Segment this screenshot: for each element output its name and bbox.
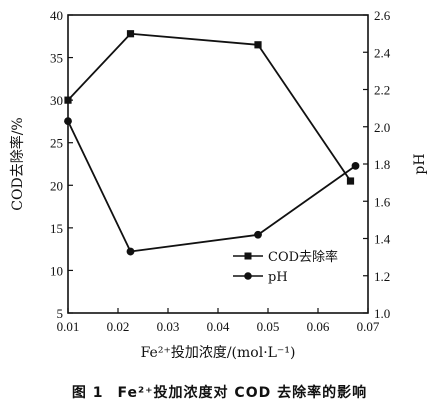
y-left-tick-label: 20 (50, 178, 63, 193)
data-point-square (254, 41, 262, 49)
y-axis-left: 5 10 15 20 25 30 35 40 (50, 8, 73, 321)
y-right-tick-label: 1.8 (374, 157, 390, 172)
y-left-tick-label: 40 (50, 8, 63, 23)
legend-label-ph: pH (268, 270, 288, 285)
x-tick-label: 0.01 (57, 319, 80, 334)
legend-marker-square (244, 252, 252, 260)
x-axis: 0.01 0.02 0.03 0.04 0.05 0.06 0.07 (57, 308, 380, 334)
y-left-tick-label: 30 (50, 93, 63, 108)
data-point-circle (126, 247, 135, 256)
y-axis-right-title: pH (412, 153, 428, 174)
y-left-tick-label: 25 (50, 136, 63, 151)
legend-marker-circle (244, 272, 252, 280)
x-axis-title: Fe²⁺投加浓度/(mol·L⁻¹) (141, 345, 296, 361)
data-point-circle (254, 230, 262, 239)
data-point-circle (64, 117, 72, 126)
series-layer (64, 30, 360, 256)
data-point-square (126, 30, 135, 38)
y-right-tick-label: 2.0 (374, 120, 390, 135)
y-right-tick-label: 2.2 (374, 83, 390, 98)
legend: COD去除率 pH (233, 249, 338, 285)
y-axis-right: 1.0 1.2 1.4 1.6 1.8 2.0 2.2 2.4 2.6 (363, 8, 391, 321)
series-line-0 (67, 32, 352, 182)
figure-caption: 图 1 Fe²⁺投加浓度对 COD 去除率的影响 (0, 382, 439, 402)
caption-text: Fe²⁺投加浓度对 COD 去除率的影响 (117, 385, 368, 401)
x-tick-label: 0.03 (157, 319, 180, 334)
legend-label-cod: COD去除率 (268, 249, 338, 265)
y-left-tick-label: 10 (50, 263, 63, 278)
x-tick-label: 0.02 (107, 319, 130, 334)
caption-number: 图 1 (71, 385, 104, 401)
x-tick-label: 0.05 (257, 319, 280, 334)
data-point-square (64, 96, 72, 104)
y-right-tick-label: 2.6 (374, 8, 391, 23)
y-right-tick-label: 1.6 (374, 194, 391, 209)
y-right-tick-label: 2.4 (374, 45, 391, 60)
plot-frame (67, 14, 369, 314)
y-left-tick-label: 35 (50, 51, 63, 66)
y-left-tick-label: 5 (57, 306, 64, 321)
y-axis-left-title: COD去除率/% (9, 117, 26, 210)
data-point-square (346, 177, 355, 185)
data-point-circle (351, 161, 360, 170)
y-left-tick-label: 15 (50, 221, 63, 236)
y-right-tick-label: 1.2 (374, 269, 390, 284)
x-tick-label: 0.04 (207, 319, 230, 334)
x-tick-label: 0.06 (307, 319, 330, 334)
x-tick-label: 0.07 (357, 319, 380, 334)
series-line-1 (67, 120, 357, 253)
y-right-tick-label: 1.4 (374, 232, 391, 247)
y-right-tick-label: 1.0 (374, 306, 390, 321)
